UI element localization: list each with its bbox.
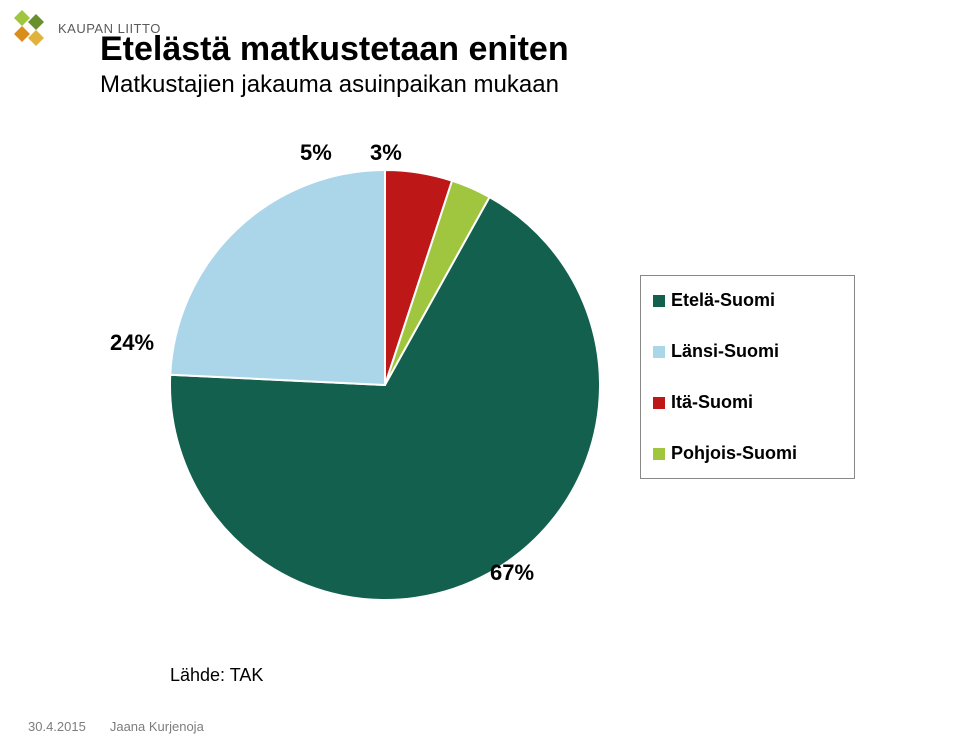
pie-label-67: 67% — [490, 560, 534, 586]
legend-item: Pohjois-Suomi — [653, 443, 842, 464]
footer-date: 30.4.2015 — [28, 719, 86, 734]
legend-swatch-icon — [653, 295, 665, 307]
legend-swatch-icon — [653, 448, 665, 460]
legend-label: Pohjois-Suomi — [671, 443, 797, 464]
page-title: Etelästä matkustetaan eniten — [100, 30, 569, 69]
chart-legend: Etelä-Suomi Länsi-Suomi Itä-Suomi Pohjoi… — [640, 275, 855, 479]
pie-svg — [170, 170, 600, 600]
legend-label: Etelä-Suomi — [671, 290, 775, 311]
pie-label-24: 24% — [110, 330, 154, 356]
legend-label: Länsi-Suomi — [671, 341, 779, 362]
legend-item: Länsi-Suomi — [653, 341, 842, 362]
page-subtitle: Matkustajien jakauma asuinpaikan mukaan — [100, 71, 569, 99]
legend-swatch-icon — [653, 397, 665, 409]
legend-item: Etelä-Suomi — [653, 290, 842, 311]
legend-label: Itä-Suomi — [671, 392, 753, 413]
pie-label-5: 5% — [300, 140, 332, 166]
footer-author: Jaana Kurjenoja — [110, 719, 204, 734]
pie-label-3: 3% — [370, 140, 402, 166]
pie-slice — [170, 170, 385, 385]
legend-item: Itä-Suomi — [653, 392, 842, 413]
logo-mark-icon — [12, 8, 52, 48]
source-text: Lähde: TAK — [170, 665, 263, 686]
slide-footer: 30.4.2015 Jaana Kurjenoja — [28, 719, 204, 734]
pie-chart: 5% 3% 67% 24% — [170, 170, 600, 600]
legend-swatch-icon — [653, 346, 665, 358]
title-block: Etelästä matkustetaan eniten Matkustajie… — [100, 30, 569, 99]
